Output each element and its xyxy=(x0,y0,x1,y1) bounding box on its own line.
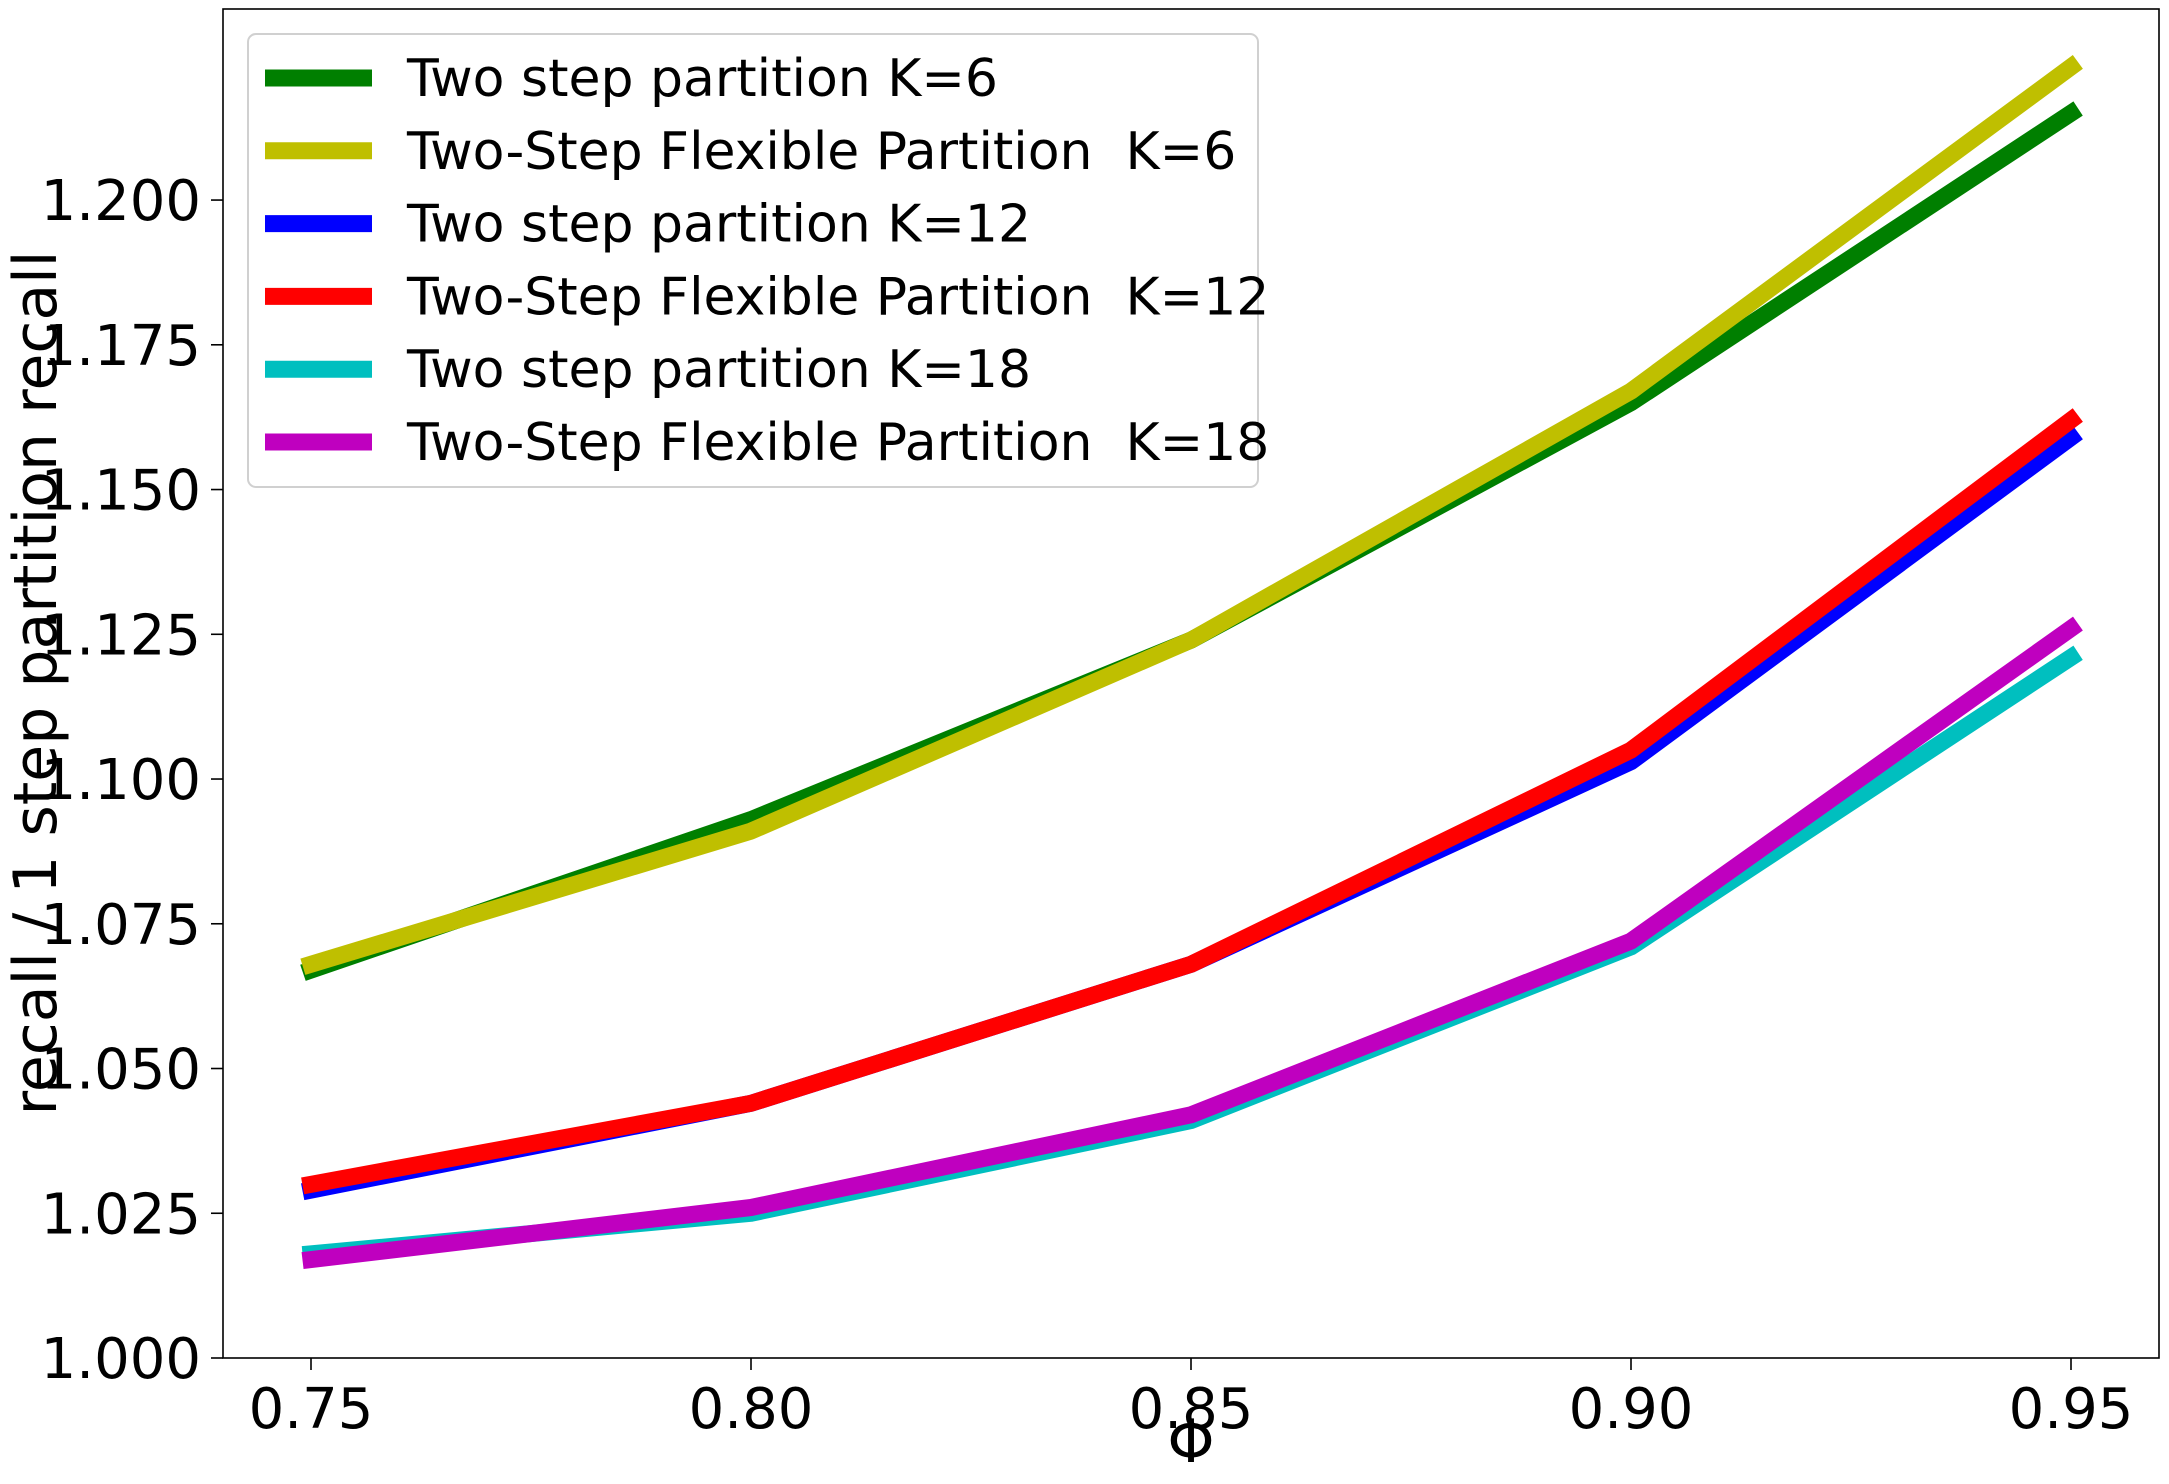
legend-box xyxy=(247,33,1259,488)
x-tick-label: 0.75 xyxy=(249,1377,374,1442)
legend-label-6: Two-Step Flexible Partition K=18 xyxy=(406,413,1269,473)
legend-label-4: Two-Step Flexible Partition K=12 xyxy=(406,267,1269,327)
legend-label-2: Two-Step Flexible Partition K=6 xyxy=(406,122,1236,182)
y-tick-label: 1.075 xyxy=(41,893,201,958)
y-tick-label: 1.100 xyxy=(41,748,201,813)
series-line-2 xyxy=(300,55,2083,975)
x-tick-label: 0.90 xyxy=(1569,1377,1694,1442)
y-tick-label: 1.050 xyxy=(41,1038,201,1103)
legend-label-3: Two step partition K=12 xyxy=(406,195,1031,255)
x-tick-label: 0.95 xyxy=(2009,1377,2134,1442)
y-tick-label: 1.025 xyxy=(41,1182,201,1247)
y-tick-label: 1.175 xyxy=(41,314,201,379)
x-axis: 0.75 0.80 0.85 0.90 0.95 xyxy=(249,1358,2134,1442)
y-tick-label: 1.200 xyxy=(41,169,201,234)
legend-label-1: Two step partition K=6 xyxy=(406,49,998,109)
x-tick-label: 0.85 xyxy=(1129,1377,1254,1442)
y-tick-label: 1.150 xyxy=(41,459,201,524)
series-line-6 xyxy=(301,616,2083,1270)
x-axis-label: Φ xyxy=(1167,1407,1214,1477)
x-tick-label: 0.80 xyxy=(689,1377,814,1442)
legend: Two step partition K=6 Two-Step Flexible … xyxy=(247,33,1269,488)
legend-label-5: Two step partition K=18 xyxy=(406,340,1031,400)
y-axis-label: recall / 1 step partition recall xyxy=(1,251,71,1116)
series-line-4 xyxy=(301,408,2083,1195)
y-tick-label: 1.000 xyxy=(41,1327,201,1392)
series-layer xyxy=(300,55,2083,1270)
y-axis: 1.000 1.025 1.050 1.075 1.100 1.125 1.150 1.175… xyxy=(41,169,223,1392)
y-tick-label: 1.125 xyxy=(41,603,201,668)
